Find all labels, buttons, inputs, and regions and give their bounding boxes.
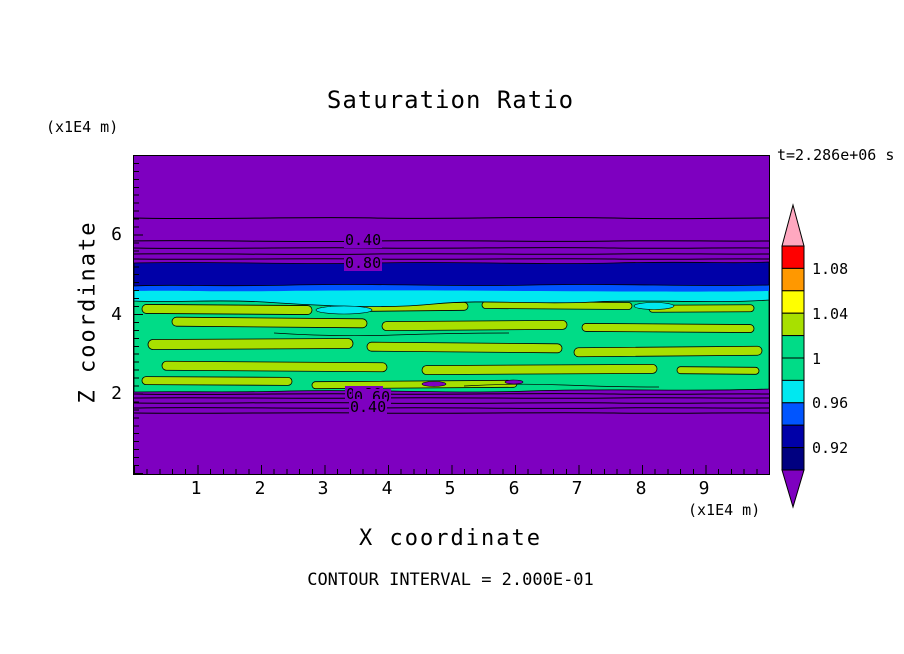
colorbar-label: 0.96 [812, 394, 849, 412]
contour-line [134, 258, 769, 260]
contour-line [134, 393, 769, 395]
chartreuse-streak [161, 360, 388, 373]
colorbar-segment [781, 402, 805, 426]
x-tick-label: 6 [508, 478, 520, 499]
x-tick-label: 7 [571, 478, 583, 499]
contour-line [134, 216, 769, 220]
x-tick-label: 1 [190, 478, 202, 499]
y-tick-label: 6 [111, 224, 122, 245]
dark-speck [421, 381, 447, 387]
contour-value-label: 0.40 [344, 231, 383, 249]
colorbar-label: 1.04 [812, 305, 849, 323]
y-tick-label: 4 [111, 304, 122, 325]
contour-interval-note: CONTOUR INTERVAL = 2.000E-01 [307, 570, 594, 590]
chartreuse-streak [147, 338, 354, 350]
contour-value-label: 0.80 [344, 254, 383, 272]
x-tick-label: 8 [635, 478, 647, 499]
colorbar-segment [781, 447, 805, 471]
colorbar-segment [781, 424, 805, 449]
contour-line [134, 402, 769, 404]
chartreuse-streak [573, 345, 763, 358]
page-title: Saturation Ratio [326, 86, 575, 114]
chartreuse-streak [366, 341, 563, 354]
upper-contour-lines [134, 216, 769, 260]
x-tick-label: 2 [254, 478, 266, 499]
contour-line [134, 247, 769, 249]
cyan-blob [633, 302, 675, 310]
chartreuse-streak [381, 319, 568, 332]
chartreuse-streaks [141, 301, 763, 390]
colorbar-segment [781, 245, 805, 269]
contour-field-svg [134, 156, 769, 474]
colorbar-svg [781, 203, 805, 509]
colorbar-top-arrow [781, 203, 805, 247]
x-tick-label: 3 [317, 478, 329, 499]
x-axis-title: X coordinate [359, 526, 542, 551]
plot-area [133, 155, 770, 475]
y-axis-unit-label: (x1E4 m) [46, 118, 119, 136]
colorbar-bottom-arrow [781, 469, 805, 509]
y-tick-label: 2 [111, 383, 122, 404]
dark-speck [504, 379, 524, 385]
time-annotation: t=2.286e+06 s [777, 146, 895, 164]
chartreuse-streak [171, 316, 368, 329]
contour-line [273, 332, 510, 337]
colorbar-label: 1 [812, 350, 822, 368]
colorbar-segment [781, 357, 805, 381]
cyan-blob [315, 305, 373, 315]
chartreuse-streak [141, 304, 313, 315]
chartreuse-streak [421, 364, 658, 375]
chartreuse-streak [311, 379, 518, 390]
colorbar-segment [781, 267, 805, 292]
x-axis-unit-label: (x1E4 m) [688, 501, 761, 519]
contour-line [134, 397, 769, 399]
colorbar-segment [781, 379, 805, 404]
contour-line [134, 412, 769, 414]
x-axis-major-ticks [134, 465, 769, 474]
lower-contour-lines [134, 393, 769, 414]
colorbar-label: 1.08 [812, 260, 849, 278]
colorbar-segment [781, 335, 805, 359]
chartreuse-streak [581, 323, 755, 333]
contour-line [134, 253, 769, 255]
contour-line [463, 383, 660, 388]
x-tick-label: 9 [698, 478, 710, 499]
chartreuse-streak [141, 376, 293, 386]
colorbar-label: 0.92 [812, 439, 849, 457]
inner-contour-lines [273, 332, 660, 388]
colorbar-segment [781, 312, 805, 337]
navy-band [134, 261, 769, 287]
x-tick-label: 4 [381, 478, 393, 499]
contour-line [134, 407, 769, 409]
chartreuse-streak [676, 366, 760, 375]
y-axis-major-ticks [134, 156, 143, 474]
contour-value-label: 0.40 [349, 398, 388, 416]
colorbar-segment [781, 290, 805, 314]
x-tick-label: 5 [444, 478, 456, 499]
contour-line [134, 240, 769, 243]
